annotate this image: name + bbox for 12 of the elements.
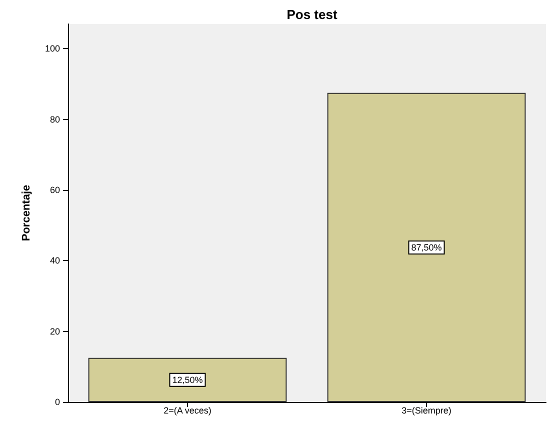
y-tick-label: 60	[50, 185, 60, 196]
y-axis-title: Porcentaje	[20, 184, 32, 242]
y-tick-label: 80	[50, 114, 60, 124]
x-tick-label: 3=(Siempre)	[402, 406, 452, 416]
y-tick-label: 100	[44, 44, 60, 54]
y-tick-label: 0	[54, 397, 60, 407]
y-tick-label: 20	[50, 326, 60, 336]
y-tick-label: 40	[50, 256, 60, 266]
data-label: 87,50%	[411, 242, 442, 252]
x-tick-label: 2=(A veces)	[164, 406, 212, 416]
data-label: 12,50%	[172, 374, 203, 385]
chart-title: Pos test	[286, 7, 338, 22]
